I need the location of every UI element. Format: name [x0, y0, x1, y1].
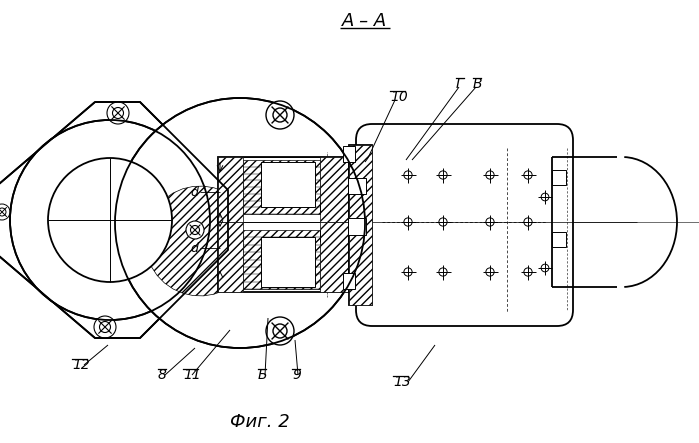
Bar: [348, 178, 366, 194]
Bar: [261, 162, 315, 207]
Text: 8: 8: [158, 368, 167, 382]
Bar: [343, 273, 355, 289]
Text: Г: Г: [456, 77, 463, 91]
Text: d: d: [190, 241, 198, 254]
Text: Б: Б: [258, 368, 268, 382]
Polygon shape: [243, 230, 320, 289]
Bar: [348, 218, 366, 235]
Circle shape: [113, 108, 124, 118]
Text: 13: 13: [393, 375, 411, 389]
Text: Фиг. 2: Фиг. 2: [230, 413, 290, 431]
Bar: [349, 145, 372, 305]
Circle shape: [191, 225, 199, 234]
Text: 10: 10: [390, 90, 408, 104]
Circle shape: [0, 208, 6, 216]
Polygon shape: [218, 157, 243, 222]
Bar: [343, 146, 355, 162]
Bar: [261, 237, 315, 287]
Circle shape: [48, 158, 172, 282]
Text: 12: 12: [72, 358, 89, 372]
Circle shape: [107, 102, 129, 124]
Polygon shape: [145, 186, 252, 296]
Circle shape: [94, 316, 116, 338]
Bar: [218, 157, 348, 222]
Text: А – А: А – А: [343, 12, 388, 30]
FancyBboxPatch shape: [356, 124, 573, 326]
Polygon shape: [320, 157, 348, 222]
Circle shape: [99, 322, 110, 333]
Circle shape: [273, 108, 287, 122]
Text: В: В: [473, 77, 482, 91]
Polygon shape: [218, 222, 243, 292]
Circle shape: [186, 221, 204, 239]
Circle shape: [266, 101, 294, 129]
Text: 9: 9: [292, 368, 301, 382]
Bar: [552, 170, 566, 185]
Text: 11: 11: [183, 368, 201, 382]
Circle shape: [266, 317, 294, 345]
Circle shape: [115, 98, 365, 348]
Bar: [218, 157, 348, 292]
Text: d: d: [190, 186, 198, 198]
Circle shape: [273, 324, 287, 338]
Circle shape: [10, 120, 210, 320]
Polygon shape: [320, 222, 348, 292]
Bar: [552, 232, 566, 247]
Circle shape: [0, 204, 10, 220]
Polygon shape: [243, 160, 320, 214]
Polygon shape: [349, 145, 372, 305]
Polygon shape: [0, 102, 228, 338]
